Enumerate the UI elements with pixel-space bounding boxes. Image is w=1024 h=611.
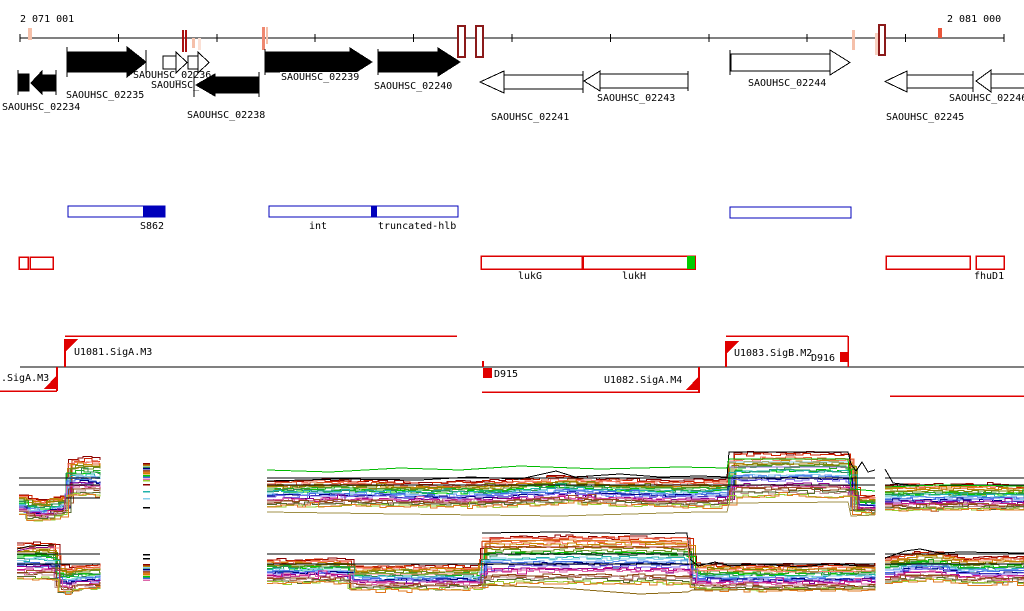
upstream-signal-flag[interactable] <box>64 339 78 367</box>
upstream-signal-flag[interactable] <box>725 341 739 367</box>
ruler-feature-mark <box>457 25 466 58</box>
gene-arrow-SAOUHSC_02239[interactable] <box>264 47 373 77</box>
blue-feature-box[interactable] <box>729 206 852 219</box>
ruler-feature-mark <box>262 27 265 50</box>
gene-arrow-SAOUHSC_02235[interactable] <box>66 45 147 79</box>
red-feature-box[interactable] <box>975 255 1005 270</box>
reference-lines <box>19 477 1024 499</box>
red-feature-box[interactable] <box>480 255 583 270</box>
terminator-signal-D916[interactable] <box>840 352 849 362</box>
red-feature-box[interactable] <box>885 255 971 270</box>
expression-lines <box>17 534 1024 595</box>
red-feature-box[interactable] <box>18 256 29 270</box>
signal-track <box>0 335 1024 397</box>
ruler-feature-mark <box>198 38 201 50</box>
envelope-lines <box>16 531 1024 595</box>
probe-dash-cluster <box>143 463 150 509</box>
gene-arrow-SAOUHSC_02237[interactable] <box>187 50 210 75</box>
ruler-start-coordinate: 2 071 001 <box>20 14 75 25</box>
ruler-feature-mark <box>266 27 268 44</box>
ruler-feature-mark <box>475 25 484 58</box>
blue-feature-track <box>67 205 852 219</box>
red-feature-box[interactable] <box>582 255 696 270</box>
downstream-signal-flag[interactable] <box>44 367 58 391</box>
terminator-signal-D915[interactable] <box>482 361 492 378</box>
ruler-feature-mark <box>192 38 195 48</box>
gene-arrow-SAOUHSC_02246[interactable] <box>975 69 1024 93</box>
expression-lines <box>19 451 1024 522</box>
gene-arrow-SAOUHSC_02234[interactable] <box>17 69 57 96</box>
gene-arrow-SAOUHSC_02238[interactable] <box>193 72 260 97</box>
red-feature-box[interactable] <box>29 256 54 270</box>
gene-arrow-SAOUHSC_02244[interactable] <box>729 49 851 76</box>
red-feature-track <box>18 255 1005 270</box>
ruler <box>19 24 1005 58</box>
ruler-feature-mark <box>878 24 886 56</box>
ruler-feature-mark <box>28 28 32 40</box>
gene-arrow-SAOUHSC_02236[interactable] <box>162 50 188 75</box>
ruler-feature-mark <box>852 30 855 50</box>
ruler-feature-mark <box>182 30 184 52</box>
blue-feature-box[interactable] <box>268 205 459 218</box>
expression-panel-bottom <box>16 531 1024 595</box>
gene-arrow-SAOUHSC_02240[interactable] <box>377 47 461 77</box>
gene-arrow-SAOUHSC_02243[interactable] <box>583 70 689 92</box>
reference-lines <box>17 553 1024 565</box>
gene-arrow-SAOUHSC_02241[interactable] <box>478 70 584 94</box>
ruler-feature-mark <box>185 30 187 52</box>
envelope-lines <box>266 451 1024 517</box>
expression-panel-top <box>19 451 1024 522</box>
ruler-end-coordinate: 2 081 000 <box>947 14 1002 25</box>
probe-dash-cluster <box>143 554 150 581</box>
downstream-signal-flag[interactable] <box>686 367 700 392</box>
ruler-feature-mark <box>938 28 942 38</box>
gene-arrow-SAOUHSC_02245[interactable] <box>883 70 974 93</box>
ruler-feature-mark <box>875 33 878 55</box>
